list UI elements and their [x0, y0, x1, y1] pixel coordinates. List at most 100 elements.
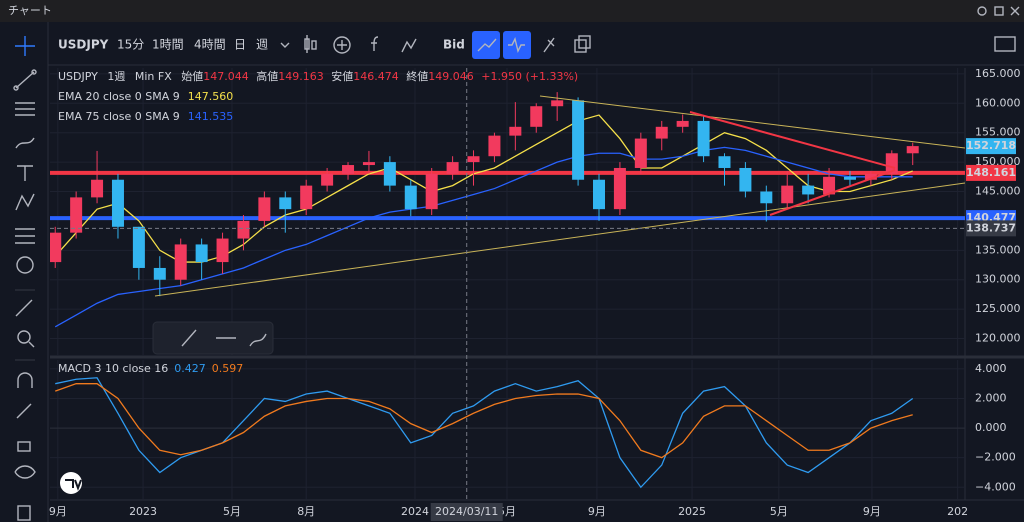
- symbol-button[interactable]: USDJPY: [58, 38, 109, 52]
- candle-body: [50, 232, 62, 263]
- candle-body: [425, 173, 438, 210]
- y-tick-label: 145.000: [975, 185, 1021, 198]
- candle-body: [91, 179, 104, 198]
- level-tag: [966, 164, 1016, 181]
- low-value: 146.474: [353, 70, 399, 83]
- legend-symbol: USDJPY: [58, 70, 98, 83]
- candle-body: [760, 191, 773, 204]
- y-tick-label: 155.000: [975, 126, 1021, 139]
- y-tick-label: 130.000: [975, 273, 1021, 286]
- title-bar: [0, 0, 1024, 22]
- macd-value: 0.427: [174, 362, 206, 375]
- y-tick-label: 0.000: [975, 421, 1007, 434]
- candle-body: [300, 185, 313, 210]
- close-value: 149.046: [428, 70, 474, 83]
- last-price-tag: [966, 138, 1016, 155]
- candle-body: [237, 220, 250, 239]
- trendlines: [154, 95, 965, 297]
- change-value: +1.950 (+1.33%): [481, 70, 578, 83]
- candle-body: [655, 126, 668, 139]
- logo: [65, 479, 82, 491]
- x-tick-label: 9月: [863, 505, 881, 518]
- x-tick-label: 2024: [401, 505, 429, 518]
- candle-body: [843, 176, 856, 180]
- window-buttons[interactable]: [977, 6, 1020, 16]
- x-tick-label: 2025: [678, 505, 706, 518]
- candle-body: [362, 162, 375, 166]
- candle-body: [781, 185, 794, 204]
- price-source-button[interactable]: Bid: [443, 38, 465, 52]
- candle-body: [509, 126, 522, 136]
- low-label: 安値: [331, 69, 353, 83]
- candle-body: [70, 197, 83, 233]
- candle-body: [279, 197, 292, 210]
- indicator-value: 141.535: [188, 110, 234, 123]
- indicator-legend: EMA 20 close 0 SMA 9 147.560: [58, 90, 233, 103]
- candle-body: [613, 167, 626, 210]
- toolbar-icons[interactable]: [280, 35, 1016, 54]
- legend-interval: 1週: [107, 70, 125, 83]
- left-toolbar: [0, 22, 48, 522]
- crosshair-date-tag: [430, 503, 503, 521]
- candle-body: [572, 100, 585, 180]
- last-price-label: 152.718: [966, 139, 1016, 152]
- y-tick-label: 150.000: [975, 155, 1021, 168]
- candle-body: [404, 185, 417, 210]
- trendline: [539, 95, 965, 149]
- legend-source: Min FX: [135, 70, 172, 83]
- y-tick-label: −4.000: [975, 480, 1016, 493]
- logo: [60, 472, 82, 494]
- y-tick-label: 2.000: [975, 391, 1007, 404]
- interval-button[interactable]: 日: [234, 38, 246, 52]
- interval-button[interactable]: 週: [256, 38, 268, 52]
- candle-body: [342, 165, 355, 174]
- indicator-name: EMA 75 close 0 SMA 9: [58, 110, 180, 123]
- candle-body: [634, 138, 647, 168]
- candle-body: [739, 167, 752, 192]
- series-line: [54, 146, 913, 328]
- candle-body: [111, 179, 124, 227]
- crosshair-price-tag: [966, 220, 1016, 237]
- x-tick-label: 8月: [297, 505, 315, 518]
- x-tick-label: 5月: [223, 505, 241, 518]
- macd-title: MACD 3 10 close 16: [58, 362, 168, 375]
- candle-body: [446, 162, 459, 174]
- macd-legend: MACD 3 10 close 16 0.427 0.597: [58, 362, 243, 375]
- window-title: チャート: [8, 4, 52, 17]
- trendline: [689, 111, 896, 169]
- x-tick-label: 202: [947, 505, 968, 518]
- candle-body: [530, 106, 543, 127]
- candle-body: [676, 120, 689, 127]
- candle-body: [906, 146, 919, 154]
- x-tick-label: 2023: [129, 505, 157, 518]
- interval-button[interactable]: 15分: [117, 38, 144, 52]
- trendline: [769, 169, 896, 216]
- candle-body: [216, 238, 229, 263]
- candle-body: [132, 226, 145, 268]
- icon: [477, 38, 497, 52]
- trendline: [154, 182, 965, 297]
- price-legend: USDJPY 1週 Min FX 始値147.044 高値149.163 安値1…: [58, 69, 578, 83]
- series-line: [54, 114, 913, 263]
- series-line: [55, 383, 913, 459]
- candle-body: [258, 197, 271, 221]
- crosshair-price-label: 138.737: [966, 221, 1016, 234]
- x-tick-label: 5月: [770, 505, 788, 518]
- candle-body: [802, 185, 815, 195]
- y-tick-label: 165.000: [975, 67, 1021, 80]
- indicator-value: 147.560: [188, 90, 234, 103]
- floating-tools[interactable]: [181, 329, 267, 347]
- x-tick-label: 9月: [588, 505, 606, 518]
- interval-button[interactable]: 4時間: [194, 38, 226, 52]
- indicator-legend: EMA 75 close 0 SMA 9 141.535: [58, 110, 233, 123]
- candle-body: [467, 156, 480, 163]
- interval-button[interactable]: 1時間: [152, 38, 184, 52]
- candle-body: [383, 162, 396, 186]
- close-label: 終値: [406, 69, 428, 83]
- drawing-tools[interactable]: [13, 36, 37, 521]
- indicator-name: EMA 20 close 0 SMA 9: [58, 90, 180, 103]
- y-tick-label: −2.000: [975, 451, 1016, 464]
